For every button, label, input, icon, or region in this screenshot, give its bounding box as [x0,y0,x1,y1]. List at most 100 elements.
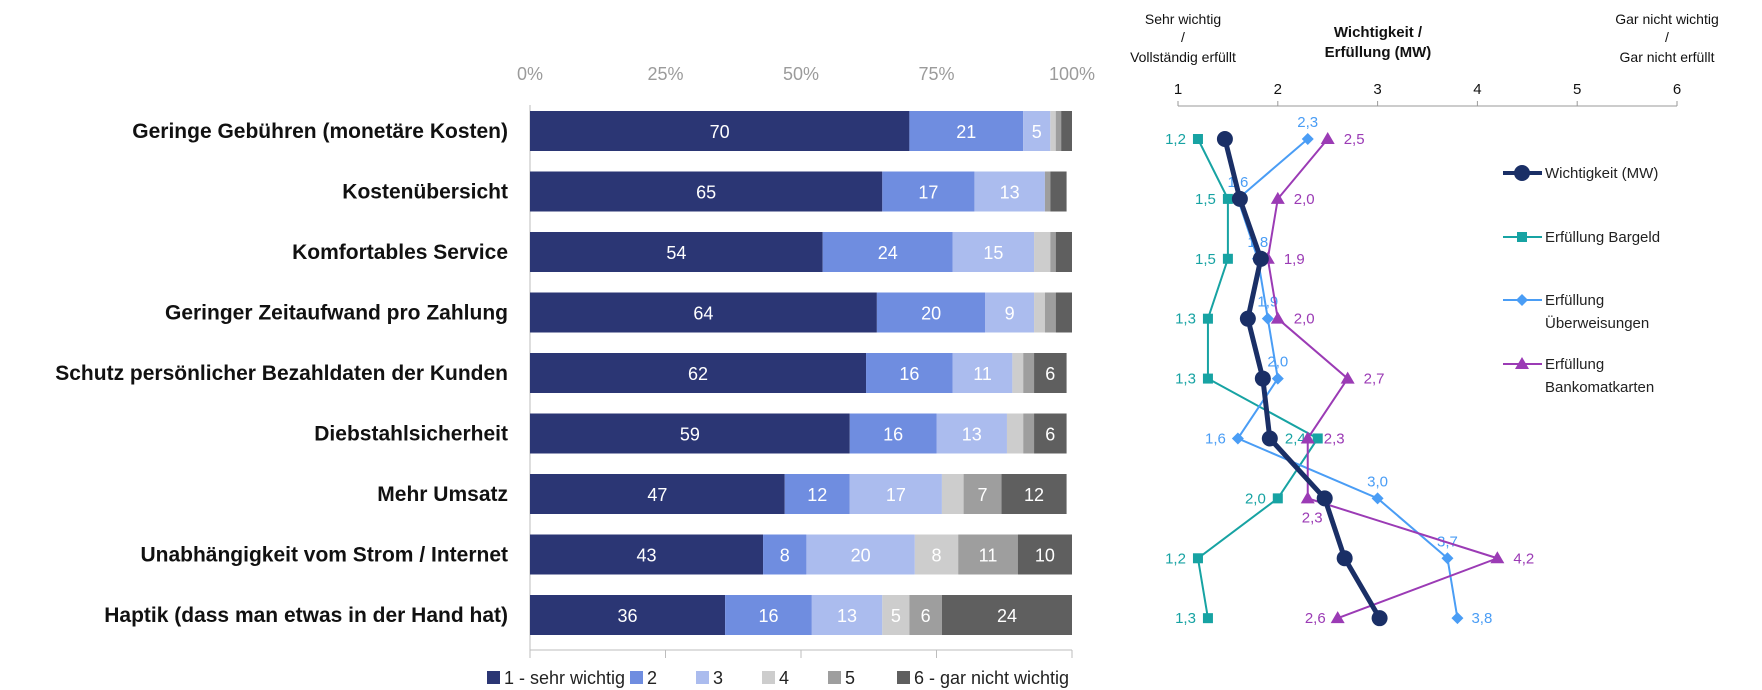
x-tick-label: 75% [918,64,954,84]
bar-value-label: 12 [807,485,827,505]
legend-item-2: Erfüllung Überweisungen [1503,292,1649,332]
legend-swatch [696,671,709,684]
bar-value-label: 15 [983,243,1003,263]
bar-value-label: 13 [1000,183,1020,203]
bar-segment [822,232,953,272]
bar-segment [882,595,910,635]
bar-segment [806,534,915,575]
marker-diamond [1261,312,1274,325]
bar-segment [530,534,764,575]
category-label: Kostenübersicht [342,181,508,204]
x-tick-label: 4 [1473,81,1481,98]
marker-triangle [1270,311,1285,324]
data-label: 1,3 [1175,311,1196,328]
bar-value-label: 24 [997,606,1017,626]
bar-segment [1061,111,1072,151]
category-label: Diebstahlsicherheit [314,423,508,446]
legend-label: 2 [647,668,657,688]
bar-value-label: 5 [891,606,901,626]
data-label: 1,2 [1165,131,1186,148]
data-label: 1,3 [1175,371,1196,388]
bar-segment [1055,232,1072,272]
bar-segment [763,534,807,575]
bar-value-label: 6 [1045,364,1055,384]
bar-value-label: 36 [618,606,638,626]
bar-value-label: 13 [837,606,857,626]
bar-segment [1050,111,1056,151]
bar-segment [1006,413,1024,454]
data-label: 2,0 [1245,490,1266,507]
bar-value-label: 21 [956,122,976,142]
marker-triangle [1330,611,1345,624]
bar-segment [725,595,812,635]
marker-diamond [1301,133,1314,145]
marker-circle [1261,430,1278,447]
bar-segment [974,171,1045,212]
bar-segment [914,534,959,575]
data-label: 1,6 [1205,430,1226,447]
bar-segment [941,474,964,514]
marker-circle [1371,610,1388,627]
bar-value-label: 6 [1045,425,1055,445]
bar-value-label: 8 [780,546,790,566]
data-label: 1,9 [1257,294,1278,311]
bar-segment [530,232,823,272]
marker-diamond [1271,372,1284,385]
profile-line-chart: Sehr wichtig / Vollständig erfüllt Wichtigk… [1130,11,1719,627]
x-tick-label: 5 [1573,81,1581,98]
marker-square [1222,253,1233,264]
bar-value-label: 8 [931,546,941,566]
legend-label: Erfüllung [1545,356,1604,373]
bar-segment [952,232,1035,272]
bar-segment [530,413,850,454]
right-header-slash: / [1665,29,1669,45]
marker-triangle [1490,551,1505,564]
legend-label: Wichtigkeit (MW) [1545,165,1658,182]
bar-segment [849,413,937,454]
legend-label: 3 [713,668,723,688]
marker-circle [1336,550,1353,567]
x-tick-label: 50% [783,64,819,84]
bar-value-label: 7 [978,485,988,505]
bar-segment [882,171,975,212]
title-line1: Wichtigkeit / [1334,24,1423,41]
legend-item-1: Erfüllung Bargeld [1503,229,1660,246]
x-tick-label: 1 [1174,81,1182,98]
marker-circle [1316,490,1333,507]
data-label: 1,5 [1195,251,1216,268]
title-line2: Erfüllung (MW) [1325,44,1432,61]
bar-segment [1055,111,1062,151]
data-label: 2,4 [1285,430,1306,447]
bar-segment [876,292,986,333]
series-1: 1,2 1,5 1,5 1,3 1,3 2,4 2,0 1,2 1,3 [1165,131,1323,627]
legend-label: 5 [845,668,855,688]
marker-triangle [1320,132,1335,144]
right-header-line1: Gar nicht wichtig [1615,11,1718,27]
legend-swatch [630,671,643,684]
category-label: Komfortables Service [292,241,508,264]
data-label: 1,5 [1195,191,1216,208]
data-label: 3,8 [1471,610,1492,627]
marker-square [1517,232,1527,242]
legend-swatch [897,671,910,684]
bar-value-label: 11 [979,546,998,566]
bar-segment [530,171,883,212]
bar-value-label: 47 [647,485,667,505]
category-label: Mehr Umsatz [377,483,508,506]
legend-label: 1 - sehr wichtig [504,668,625,688]
data-label: 1,9 [1284,251,1305,268]
bar-segment [1012,353,1024,393]
marker-square [1222,193,1233,204]
marker-circle [1254,370,1271,387]
bar-segment [1044,171,1051,212]
series-2: 2,31,61,81,92,01,63,03,73,8 [1205,114,1492,627]
x-tick-label: 0% [517,64,543,84]
data-label: 1,2 [1165,550,1186,567]
data-label: 2,0 [1294,311,1315,328]
bar-segment [963,474,1002,514]
data-label: 2,3 [1297,114,1318,131]
marker-diamond [1516,294,1528,306]
bar-value-label: 17 [886,485,906,505]
bar-segment [849,474,942,514]
